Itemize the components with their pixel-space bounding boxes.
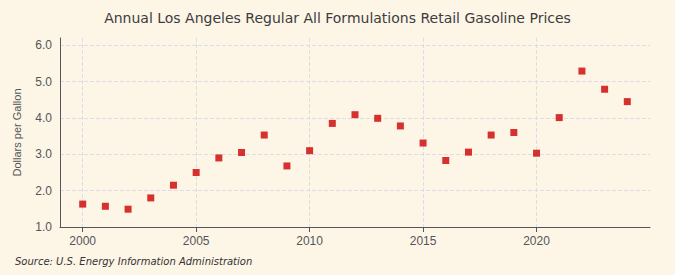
svg-text:Annual Los Angeles Regular All: Annual Los Angeles Regular All Formulati… — [104, 10, 571, 26]
svg-text:5.0: 5.0 — [35, 75, 52, 89]
svg-text:2005: 2005 — [183, 234, 210, 248]
svg-text:2.0: 2.0 — [35, 184, 52, 198]
svg-text:3.0: 3.0 — [35, 147, 52, 161]
svg-text:2020: 2020 — [523, 234, 550, 248]
svg-text:Dollars per Gallon: Dollars per Gallon — [11, 88, 23, 176]
svg-text:2015: 2015 — [410, 234, 437, 248]
svg-text:2000: 2000 — [69, 234, 96, 248]
svg-text:6.0: 6.0 — [35, 38, 52, 52]
svg-text:4.0: 4.0 — [35, 111, 52, 125]
svg-text:1.0: 1.0 — [35, 220, 52, 234]
svg-text:Source: U.S. Energy Informatio: Source: U.S. Energy Information Administ… — [15, 256, 252, 267]
svg-text:2010: 2010 — [296, 234, 323, 248]
